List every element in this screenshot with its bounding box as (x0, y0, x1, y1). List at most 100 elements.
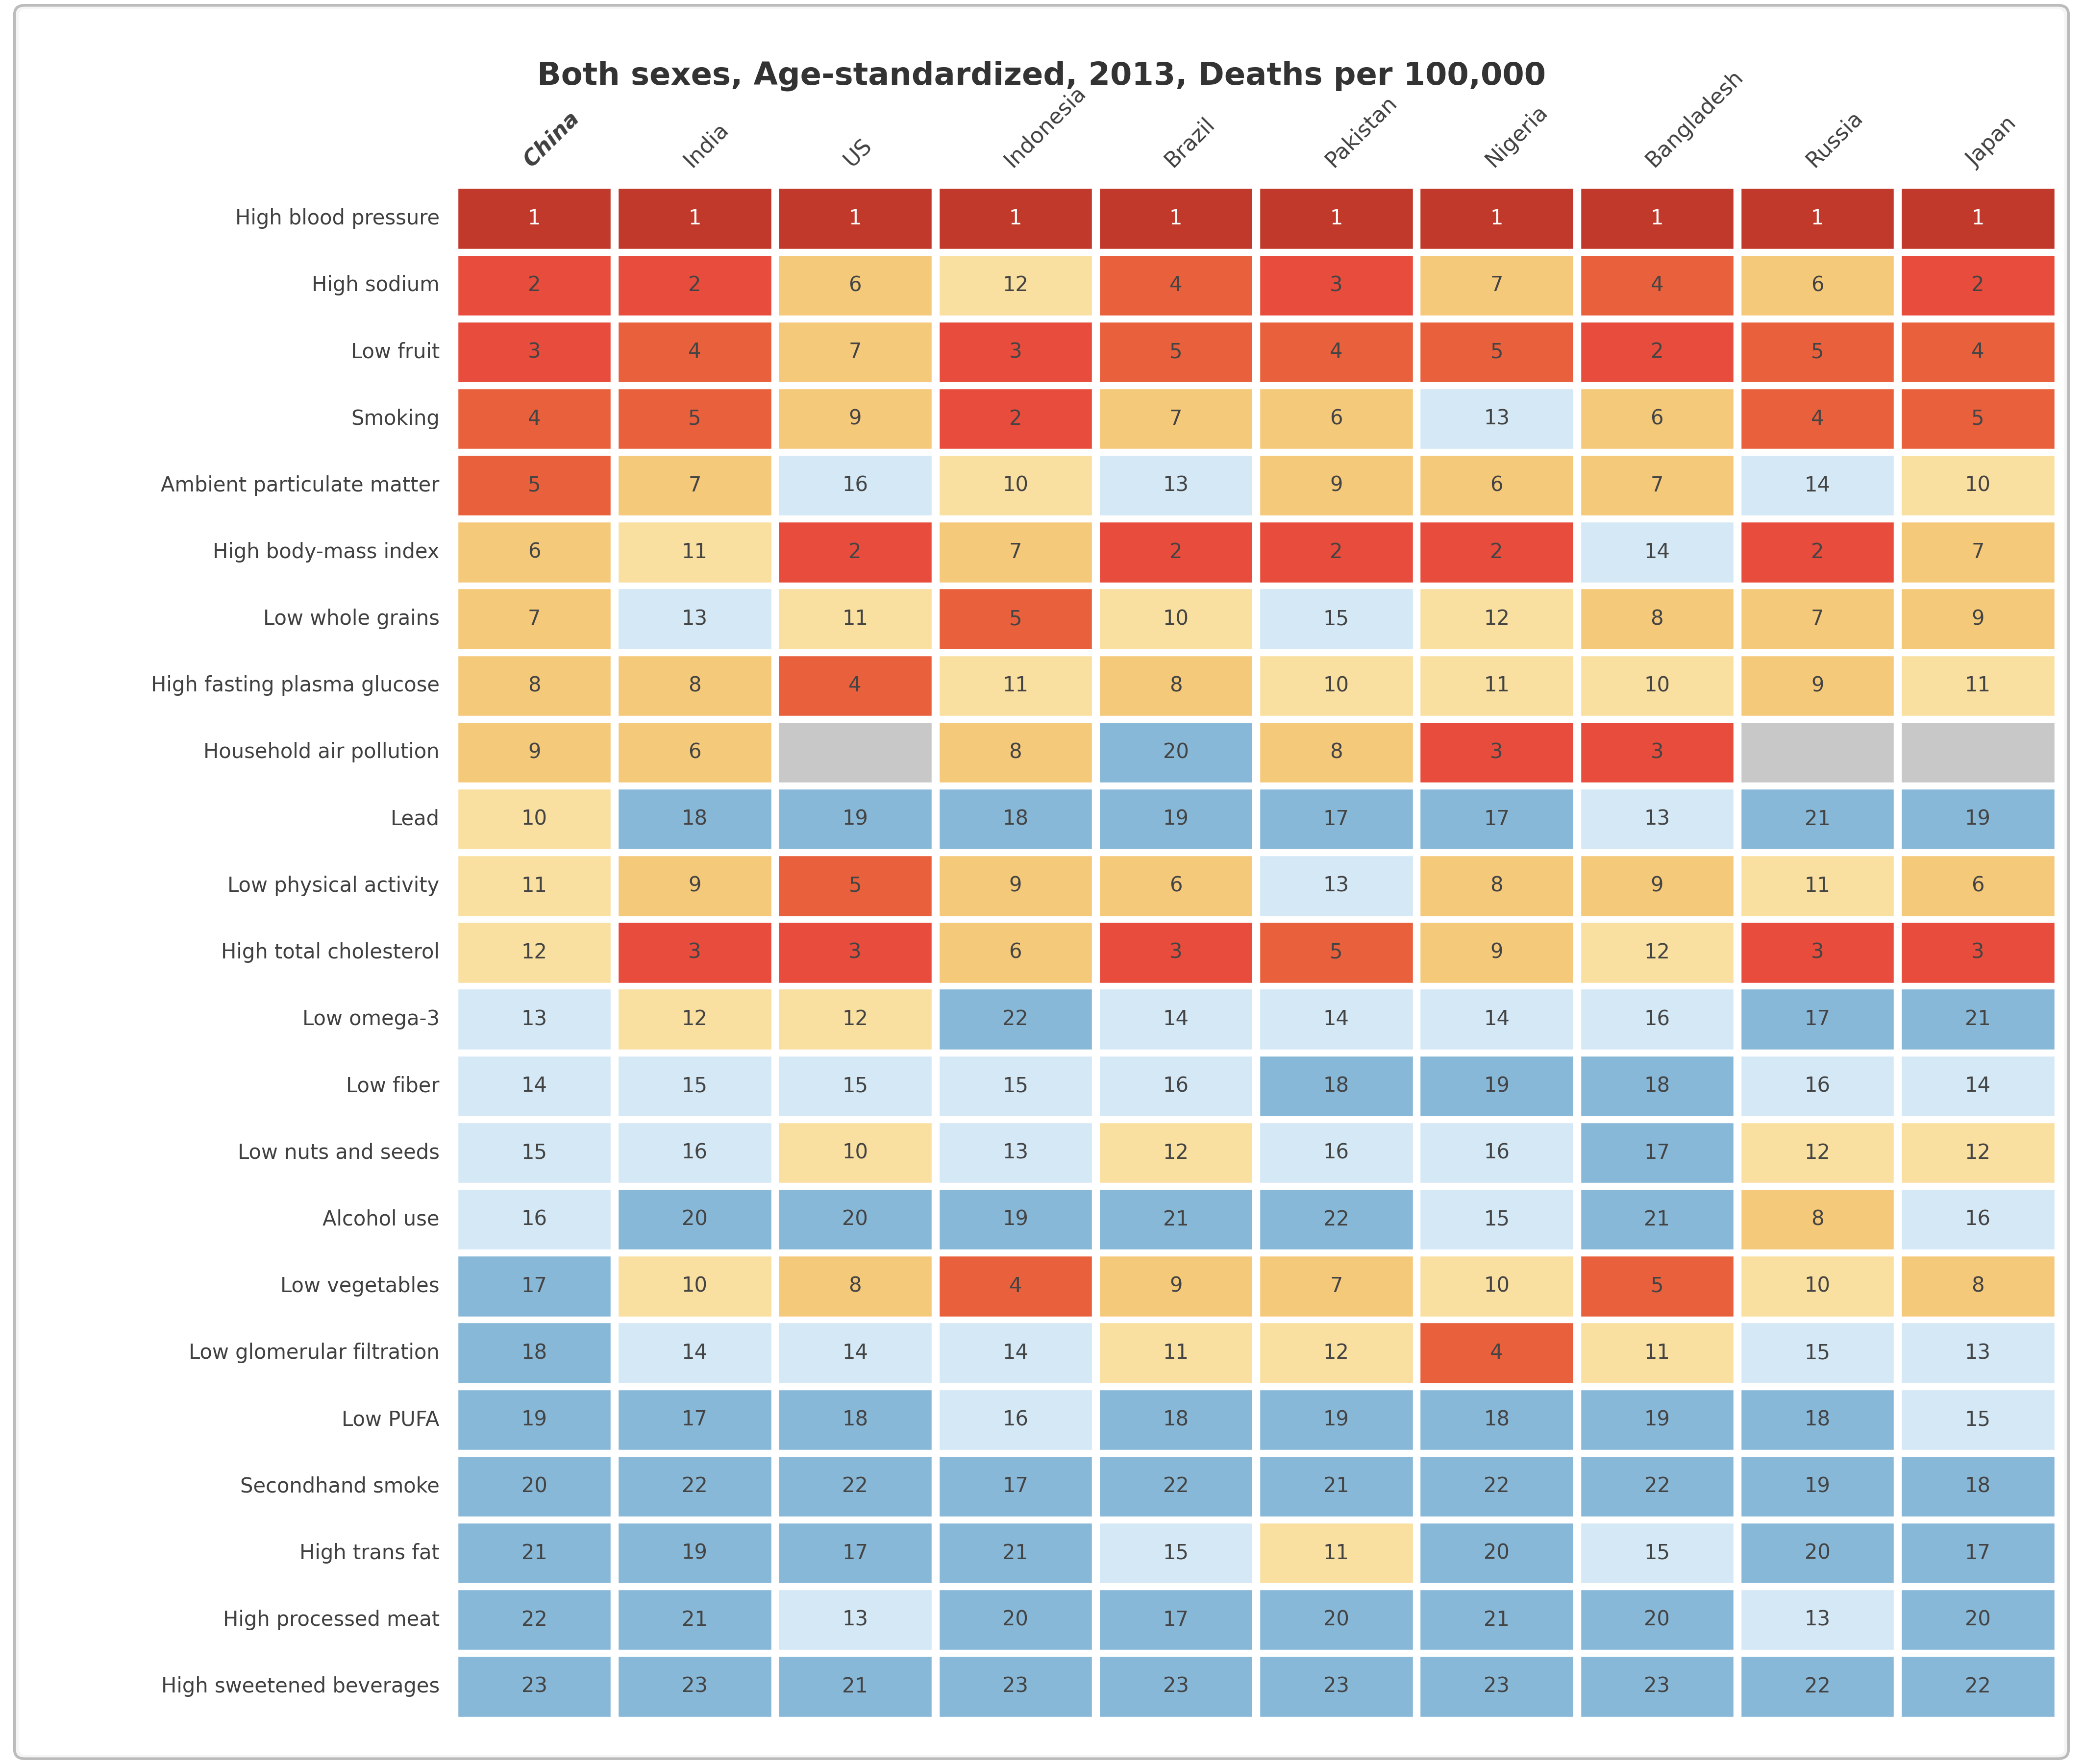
Text: 20: 20 (1002, 1609, 1029, 1630)
Bar (1581, 189, 1733, 249)
Bar (458, 1522, 612, 1584)
Bar (1100, 1656, 1254, 1718)
Bar (937, 1455, 1091, 1517)
Text: 4: 4 (1650, 275, 1664, 296)
Bar (1258, 254, 1412, 316)
Text: Alcohol use: Alcohol use (323, 1208, 440, 1230)
Text: China: China (519, 108, 583, 171)
Bar (1258, 654, 1412, 716)
Bar (1900, 923, 2054, 983)
Bar (458, 321, 612, 383)
Text: 21: 21 (1002, 1544, 1029, 1563)
Bar (458, 1055, 612, 1117)
Bar (458, 455, 612, 517)
Text: 5: 5 (1169, 342, 1183, 362)
Text: 13: 13 (1643, 810, 1671, 829)
Text: 18: 18 (681, 810, 708, 829)
Text: 4: 4 (1169, 275, 1183, 296)
Text: 18: 18 (842, 1409, 869, 1431)
Text: 22: 22 (1643, 1476, 1671, 1496)
Bar (617, 321, 771, 383)
Text: 20: 20 (1323, 1609, 1350, 1630)
Text: 14: 14 (1323, 1009, 1350, 1030)
Text: 11: 11 (1964, 676, 1991, 697)
Text: 2: 2 (1329, 542, 1344, 563)
Text: 16: 16 (681, 1143, 708, 1162)
Bar (1100, 1388, 1254, 1450)
Text: 13: 13 (1804, 1609, 1831, 1630)
Text: 2: 2 (1971, 275, 1985, 296)
Bar (1581, 856, 1733, 917)
Text: 17: 17 (1804, 1009, 1831, 1030)
Text: 5: 5 (1329, 942, 1344, 963)
Bar (617, 388, 771, 450)
Bar (458, 522, 612, 582)
Text: 23: 23 (1002, 1676, 1029, 1697)
Text: 17: 17 (842, 1544, 869, 1563)
Bar (1419, 1656, 1575, 1718)
Text: 14: 14 (1002, 1342, 1029, 1364)
Text: Indonesia: Indonesia (1000, 81, 1089, 171)
Bar (1900, 988, 2054, 1050)
Bar (937, 1122, 1091, 1184)
Text: 11: 11 (1804, 875, 1831, 896)
Text: 16: 16 (1804, 1076, 1831, 1095)
Text: 18: 18 (521, 1342, 548, 1364)
Text: 12: 12 (1643, 942, 1671, 963)
Bar (1739, 189, 1893, 249)
Text: 16: 16 (521, 1208, 548, 1230)
Bar (617, 721, 771, 783)
Bar (937, 988, 1091, 1050)
Text: High body-mass index: High body-mass index (212, 542, 440, 563)
Bar (1100, 721, 1254, 783)
Text: 12: 12 (842, 1009, 869, 1030)
Text: 5: 5 (1489, 342, 1504, 362)
Text: Brazil: Brazil (1160, 113, 1219, 171)
Text: 23: 23 (1643, 1676, 1671, 1697)
Text: 13: 13 (1323, 875, 1350, 896)
Bar (1258, 1055, 1412, 1117)
Bar (1258, 522, 1412, 582)
Text: 8: 8 (1329, 743, 1344, 762)
Bar (937, 1189, 1091, 1251)
Text: 2: 2 (527, 275, 542, 296)
Text: 4: 4 (1489, 1342, 1504, 1364)
Text: 7: 7 (687, 475, 702, 496)
Text: 16: 16 (1323, 1143, 1350, 1162)
Bar (1900, 254, 2054, 316)
Bar (937, 1388, 1091, 1450)
Text: 22: 22 (1002, 1009, 1029, 1030)
Text: 12: 12 (681, 1009, 708, 1030)
Text: 18: 18 (1643, 1076, 1671, 1095)
Bar (1419, 1522, 1575, 1584)
Bar (779, 1522, 933, 1584)
Bar (1581, 1189, 1733, 1251)
Bar (1739, 1388, 1893, 1450)
Text: 18: 18 (1323, 1076, 1350, 1095)
Bar (779, 1656, 933, 1718)
Bar (779, 1455, 933, 1517)
Text: Nigeria: Nigeria (1481, 101, 1552, 171)
Text: 22: 22 (1804, 1676, 1831, 1697)
Text: Low whole grains: Low whole grains (262, 609, 440, 630)
Text: 15: 15 (1643, 1544, 1671, 1563)
Bar (1739, 1122, 1893, 1184)
Bar (1419, 789, 1575, 850)
Text: 15: 15 (1162, 1544, 1189, 1563)
Text: 9: 9 (1971, 609, 1985, 630)
Text: 13: 13 (842, 1609, 869, 1630)
Bar (1739, 789, 1893, 850)
Text: 11: 11 (1002, 676, 1029, 697)
Text: 5: 5 (527, 475, 542, 496)
Text: 22: 22 (521, 1609, 548, 1630)
Text: Secondhand smoke: Secondhand smoke (240, 1476, 440, 1496)
Text: 11: 11 (1643, 1342, 1671, 1364)
Text: Low omega-3: Low omega-3 (302, 1009, 440, 1030)
Bar (1419, 988, 1575, 1050)
Text: 3: 3 (1650, 743, 1664, 762)
Text: 7: 7 (1650, 475, 1664, 496)
Bar (458, 1323, 612, 1383)
Text: 4: 4 (1008, 1275, 1023, 1297)
Text: 2: 2 (1008, 409, 1023, 429)
Bar (1100, 1522, 1254, 1584)
